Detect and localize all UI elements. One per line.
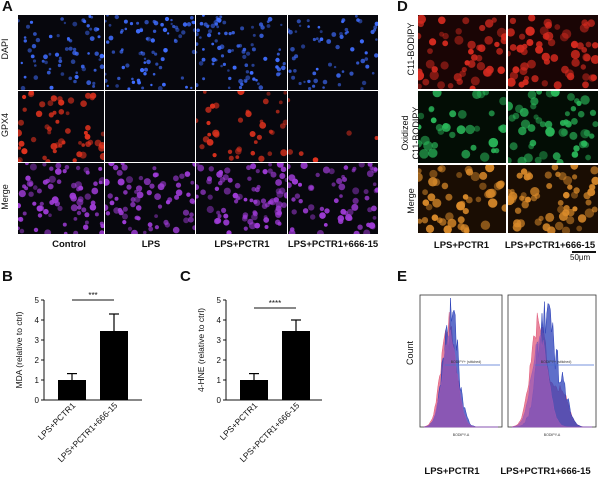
image-d-oxidized-lps-pctr1-666 <box>508 91 598 163</box>
d-col-label-lps-pctr1: LPS+PCTR1 <box>433 240 490 251</box>
category-label-0: LPS+PCTR1 <box>218 400 260 442</box>
image-d-c11-lps-pctr1-666 <box>508 15 598 89</box>
ytick-label: 1 <box>35 376 40 385</box>
flow-ylabel: Count <box>405 340 416 366</box>
panel-label-e: E <box>397 268 408 285</box>
bar-0 <box>240 380 268 400</box>
ytick-label: 5 <box>217 296 222 305</box>
panel-label-b: B <box>2 268 13 285</box>
ytick-label: 5 <box>35 296 40 305</box>
d-col-label-lps-pctr1-666: LPS+PCTR1+666-15 <box>504 240 596 251</box>
image-gpx4-lps-pctr1 <box>196 91 287 162</box>
image-dapi-lps-pctr1 <box>196 15 287 90</box>
panel-label-d: D <box>397 0 408 15</box>
ytick-label: 3 <box>35 336 40 345</box>
ytick-label: 4 <box>35 316 40 325</box>
flow-cytometry-plots: BODIPY+ (stitched) BODIPY-A BODIPY+ (stitc… <box>419 294 597 437</box>
histogram-overlay <box>511 333 592 428</box>
scale-bar-label: 50μm <box>570 253 591 262</box>
image-d-merge-lps-pctr1 <box>418 165 506 233</box>
image-merge-lps <box>105 163 195 234</box>
image-merge-lps-pctr1-666 <box>288 163 378 234</box>
panel-label-a: A <box>2 0 13 15</box>
gate-label: BODIPY+ (stitched) <box>541 360 572 364</box>
panel-label-c: C <box>180 268 191 285</box>
histogram-overlay <box>423 329 498 428</box>
row-label-dapi: DAPI <box>0 38 10 60</box>
image-merge-lps-pctr1 <box>196 163 287 234</box>
image-gpx4-control <box>18 91 104 162</box>
category-label-0: LPS+PCTR1 <box>36 400 78 442</box>
image-d-oxidized-lps-pctr1 <box>418 91 506 163</box>
bar-1 <box>282 331 310 400</box>
image-dapi-control <box>18 15 104 90</box>
image-gpx4-lps <box>105 91 195 162</box>
ytick-label: 2 <box>35 356 40 365</box>
flow-label-lps-pctr1-666: LPS+PCTR1+666-15 <box>500 466 591 477</box>
flow-xlabel: BODIPY-A <box>453 433 470 437</box>
bar-0 <box>58 380 86 400</box>
significance-marker: *** <box>88 291 97 300</box>
image-gpx4-lps-pctr1-666 <box>288 91 378 162</box>
row-label-gpx4: GPX4 <box>0 113 10 138</box>
ytick-label: 0 <box>217 396 222 405</box>
ytick-label: 1 <box>217 376 222 385</box>
image-dapi-lps <box>105 15 195 90</box>
row-label-merge-a: Merge <box>0 184 10 210</box>
flow-xlabel: BODIPY-A <box>544 433 561 437</box>
image-d-merge-lps-pctr1-666 <box>508 165 598 233</box>
ytick-label: 0 <box>35 396 40 405</box>
y-axis-label: 4-HNE (relative to ctrl) <box>196 308 206 392</box>
image-d-c11-lps-pctr1 <box>418 15 506 89</box>
row-label-c11: C11-BODIPY <box>406 22 416 76</box>
image-dapi-lps-pctr1-666 <box>288 15 378 90</box>
image-merge-control <box>18 163 104 234</box>
row-label-merge-d: Merge <box>406 188 416 214</box>
scale-bar <box>572 251 596 253</box>
y-axis-label: MDA (relative to ctrl) <box>14 311 24 388</box>
col-label-lps-pctr1-666: LPS+PCTR1+666-15 <box>287 239 379 250</box>
row-label-oxidized-c11: Oxidized C11-BODIPY <box>400 106 421 160</box>
bar-1 <box>100 331 128 400</box>
ytick-label: 3 <box>217 336 222 345</box>
gate-label: BODIPY+ (stitched) <box>451 360 482 364</box>
ytick-label: 4 <box>217 316 222 325</box>
significance-marker: **** <box>269 299 281 308</box>
col-label-control: Control <box>52 239 86 250</box>
flow-label-lps-pctr1: LPS+PCTR1 <box>424 466 480 477</box>
ytick-label: 2 <box>217 356 222 365</box>
col-label-lps: LPS <box>141 239 161 250</box>
col-label-lps-pctr1: LPS+PCTR1 <box>214 239 270 250</box>
